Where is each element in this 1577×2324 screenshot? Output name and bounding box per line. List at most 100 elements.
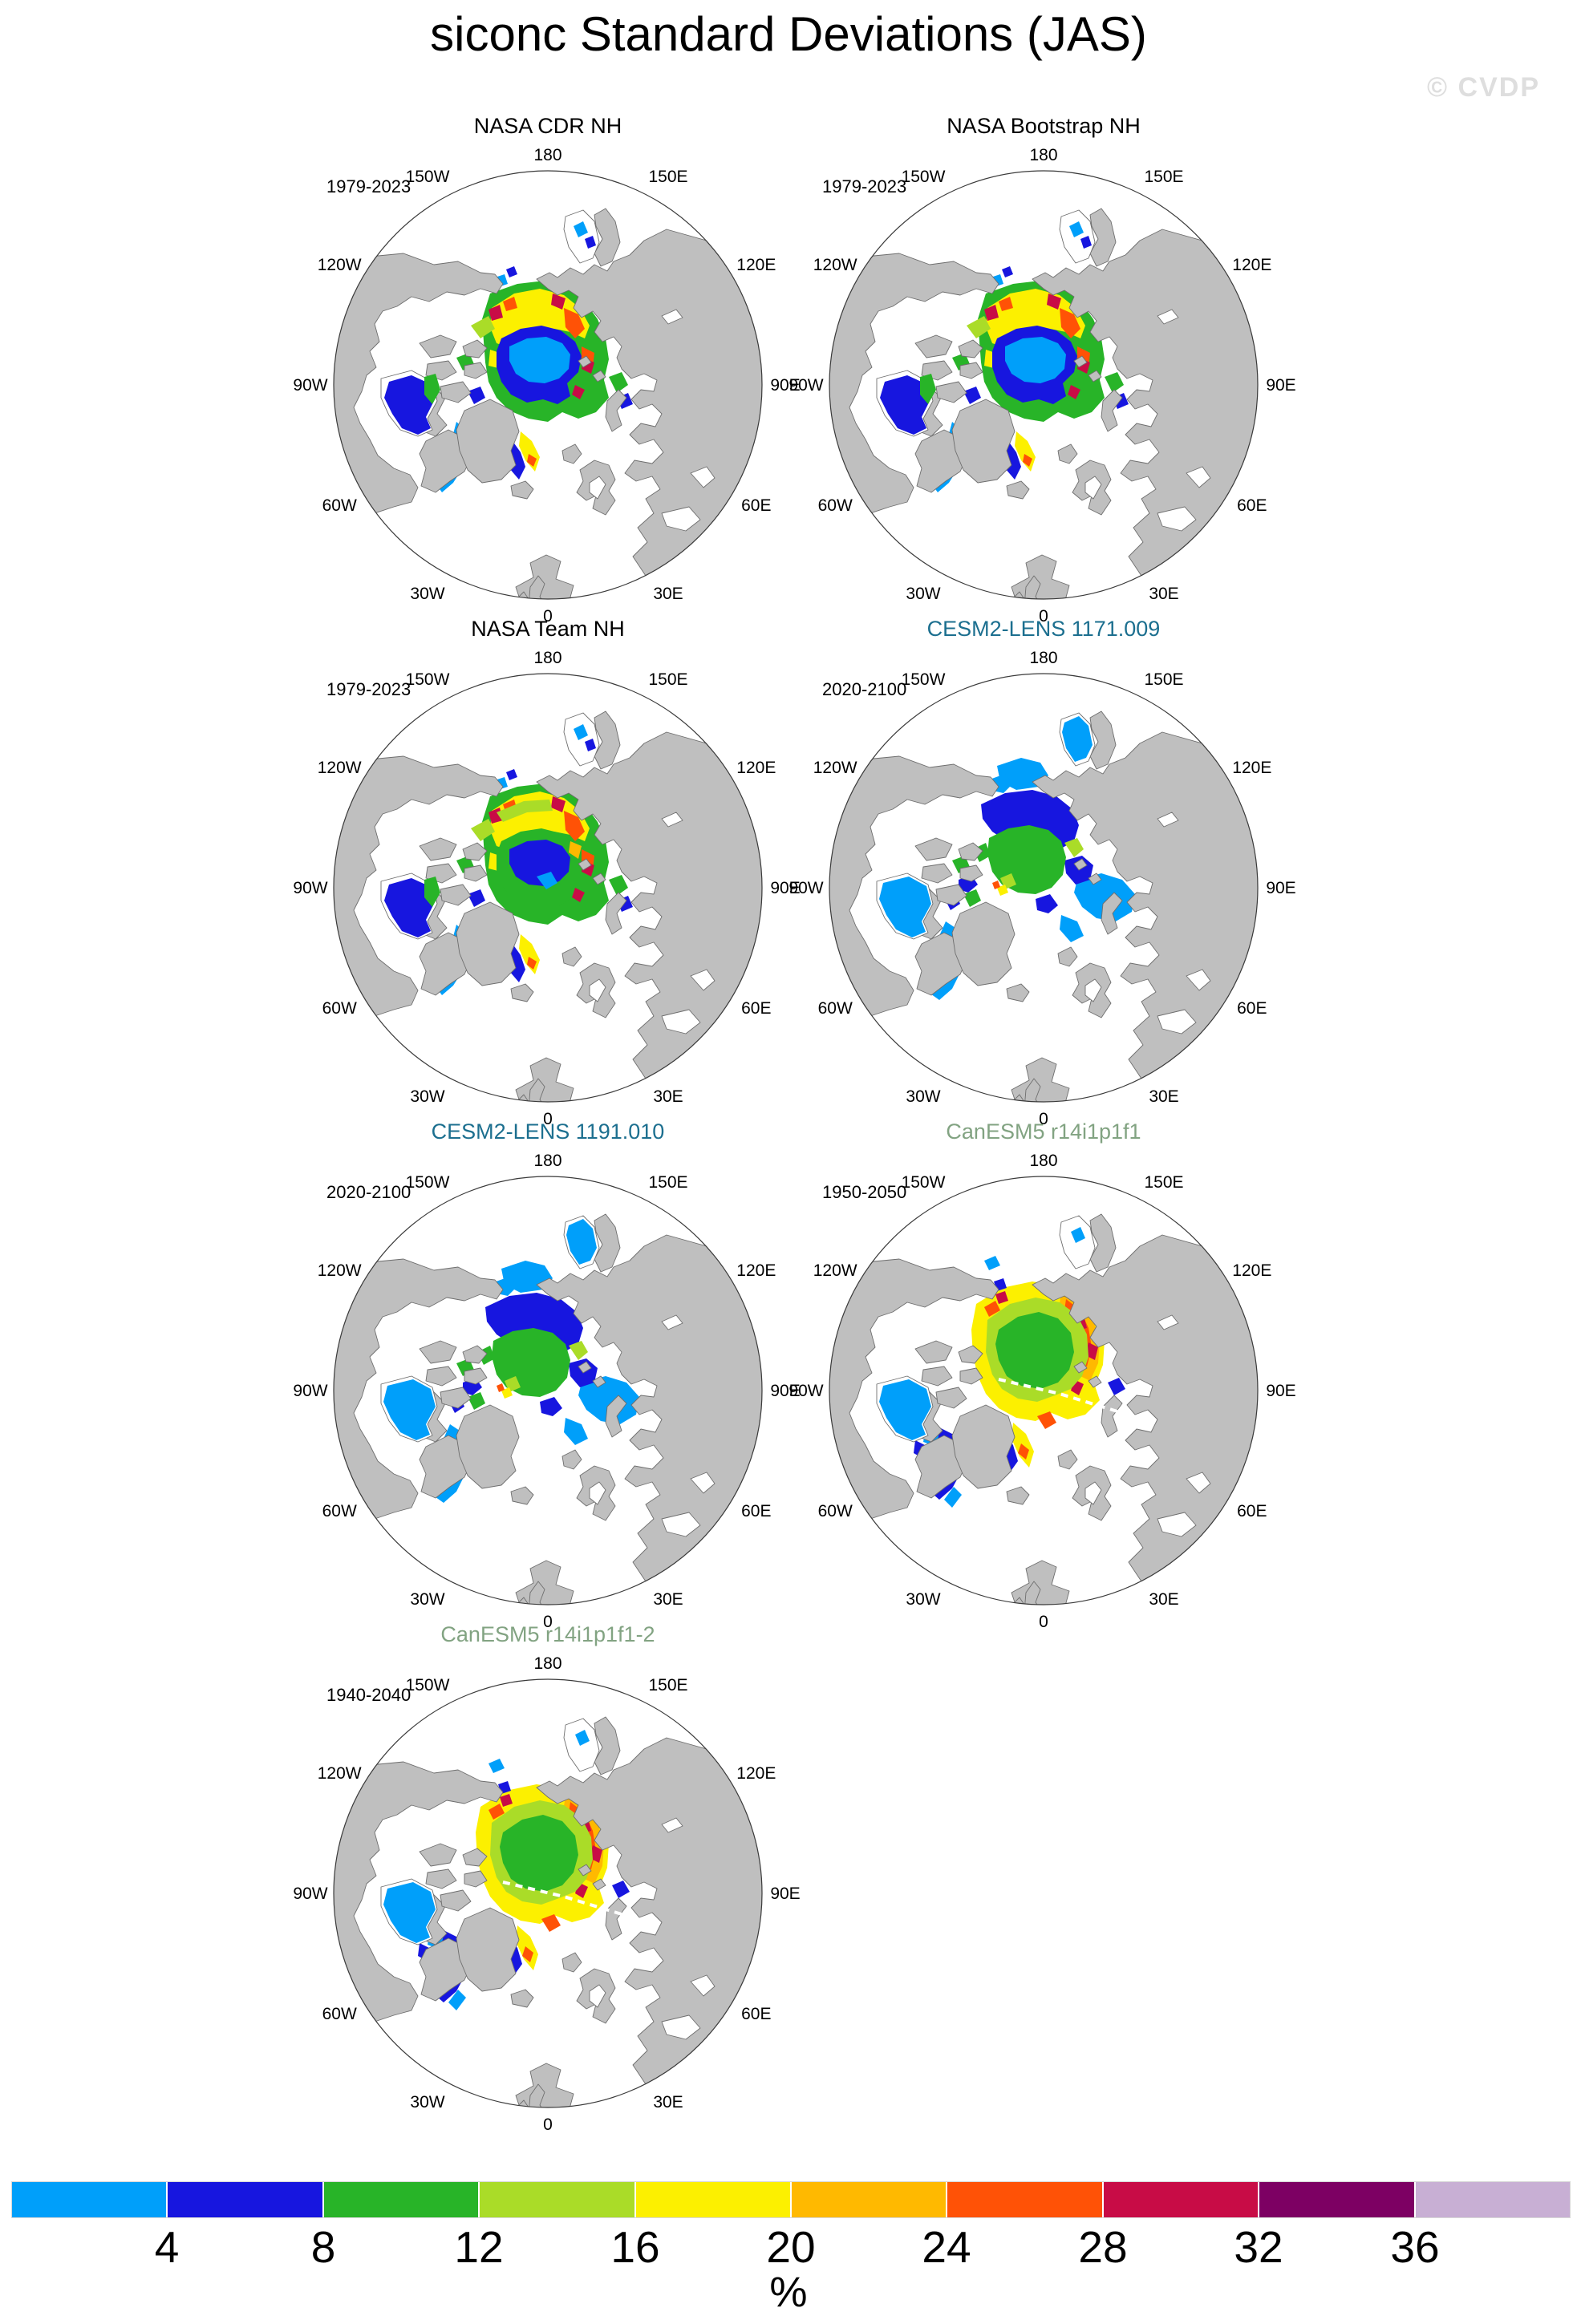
period-label: 1979-2023 [326, 176, 411, 196]
lon-label-0: 0 [1039, 1110, 1048, 1128]
lon-label-180: 180 [1029, 146, 1057, 164]
ice-area [500, 1794, 513, 1807]
ice-area [497, 1383, 505, 1392]
lon-label-120E: 120E [1232, 256, 1271, 274]
grid-seam-line [502, 1881, 622, 1916]
panel-title: NASA CDR NH [473, 114, 622, 138]
lon-label-60E: 60E [1237, 999, 1267, 1018]
ice-area [384, 375, 434, 435]
ice-area [497, 800, 553, 822]
lon-label-180: 180 [533, 146, 561, 164]
ice-area [489, 1759, 505, 1773]
ice-area [489, 1804, 505, 1820]
ice-area [468, 889, 485, 907]
lon-label-90W: 90W [788, 1382, 823, 1400]
ice-area [471, 316, 495, 338]
colorbar-cell [635, 2182, 791, 2217]
lon-label-30E: 30E [653, 1590, 683, 1609]
map-boundary-circle [829, 673, 1259, 1103]
ice-area [537, 872, 557, 889]
ice-area [424, 374, 440, 404]
lon-label-150W: 150W [406, 168, 450, 186]
map-panel-nasa-team-nh: NASA Team NH 1979-2023 180 0 150W 150E 120W 1… [293, 617, 800, 1146]
ice-area [920, 374, 936, 404]
ice-area [572, 888, 585, 902]
lon-label-30E: 30E [653, 1087, 683, 1106]
polar-map: 1979-2023 180 0 150W 150E 120W 120E 90W 90E 60W 6… [788, 146, 1295, 626]
lon-label-150W: 150W [902, 168, 946, 186]
lon-label-30W: 30W [906, 1590, 940, 1609]
ice-area [500, 1815, 578, 1892]
lon-label-120W: 120W [318, 759, 362, 777]
ice-area [564, 811, 585, 841]
ice-area [575, 1730, 590, 1746]
ice-area [574, 724, 588, 740]
ice-area [879, 1379, 931, 1440]
period-label: 1979-2023 [822, 176, 906, 196]
lon-label-150E: 150E [648, 1676, 687, 1694]
lon-label-30E: 30E [1149, 1087, 1178, 1106]
ice-area [424, 877, 440, 907]
lon-label-30E: 30E [1149, 1590, 1178, 1609]
ice-area [448, 1990, 466, 2010]
colorbar-cell [168, 2182, 322, 2217]
colorbar-tick: 20 [766, 2222, 816, 2272]
ice-area [984, 1256, 1000, 1270]
ice-area [1074, 873, 1135, 921]
lon-label-90E: 90E [1266, 1382, 1295, 1400]
map-panel-cesm2-lens-1171-009: CESM2-LENS 1171.009 2020-2100 180 0 150W 15… [788, 617, 1295, 1146]
lon-label-120E: 120E [736, 759, 776, 777]
lon-label-30W: 30W [410, 585, 444, 603]
ice-area [1080, 236, 1092, 249]
ice-area [564, 1418, 588, 1445]
colorbar-cell [1259, 2182, 1414, 2217]
ice-area [551, 796, 566, 812]
ice-area [541, 1914, 561, 1932]
ice-area [551, 294, 566, 310]
lon-label-90E: 90E [1266, 376, 1295, 395]
ice-area [997, 885, 1008, 896]
lon-label-60E: 60E [741, 999, 771, 1018]
ice-area [984, 305, 999, 321]
lon-label-60E: 60E [741, 1502, 771, 1520]
colorbar-cell [480, 2182, 634, 2217]
lon-label-150E: 150E [648, 168, 687, 186]
period-label: 2020-2100 [326, 1182, 411, 1202]
lon-label-90E: 90E [770, 879, 800, 897]
ice-area [384, 878, 434, 937]
ice-area [1085, 1342, 1098, 1360]
colorbar-tick: 4 [154, 2222, 180, 2272]
figure-title: siconc Standard Deviations (JAS) [430, 7, 1147, 61]
panel-title: CESM2-LENS 1171.009 [926, 617, 1161, 641]
ice-area [1036, 894, 1058, 913]
ice-area [1003, 441, 1021, 480]
ice-area [468, 1392, 485, 1410]
lon-label-90E: 90E [770, 1382, 800, 1400]
polar-map: 2020-2100 180 0 150W 150E 120W 120E 90W 90E 60W 6… [293, 1152, 800, 1631]
lon-label-30E: 30E [1149, 585, 1178, 603]
map-panel-canesm5-r14i1p1f1-2: CanESM5 r14i1p1f1-2 1940-2040 180 0 150W 15… [293, 1622, 800, 2152]
lon-label-150E: 150E [1144, 1173, 1183, 1192]
cvdp-watermark: © CVDP [1427, 72, 1540, 103]
polar-map: 1940-2040 180 0 150W 150E 120W 120E 90W 90E 60W 6… [293, 1654, 800, 2134]
ice-area [383, 1882, 436, 1943]
colorbar [11, 2181, 1571, 2218]
ice-area [995, 1312, 1074, 1389]
ice-area [578, 1376, 639, 1424]
ice-area [995, 1291, 1008, 1304]
colorbar-unit-label: % [769, 2269, 808, 2316]
lon-label-180: 180 [1029, 1152, 1057, 1170]
period-label: 1950-2050 [822, 1182, 906, 1202]
ice-area [1105, 372, 1124, 393]
lon-label-120E: 120E [736, 1261, 776, 1280]
ice-area [1108, 1378, 1125, 1395]
panel-title: NASA Team NH [471, 617, 625, 641]
lon-label-0: 0 [1039, 607, 1048, 626]
lon-label-30W: 30W [410, 1087, 444, 1106]
ice-area [489, 305, 503, 321]
colorbar-cell [947, 2182, 1102, 2217]
lon-label-60E: 60E [741, 496, 771, 515]
ice-area [1037, 1411, 1056, 1429]
map-panel-nasa-bootstrap-nh: NASA Bootstrap NH 1979-2023 180 0 150W 150E… [788, 114, 1295, 643]
polar-map: 1979-2023 180 0 150W 150E 120W 120E 90W 90E 60W 6… [293, 146, 800, 626]
